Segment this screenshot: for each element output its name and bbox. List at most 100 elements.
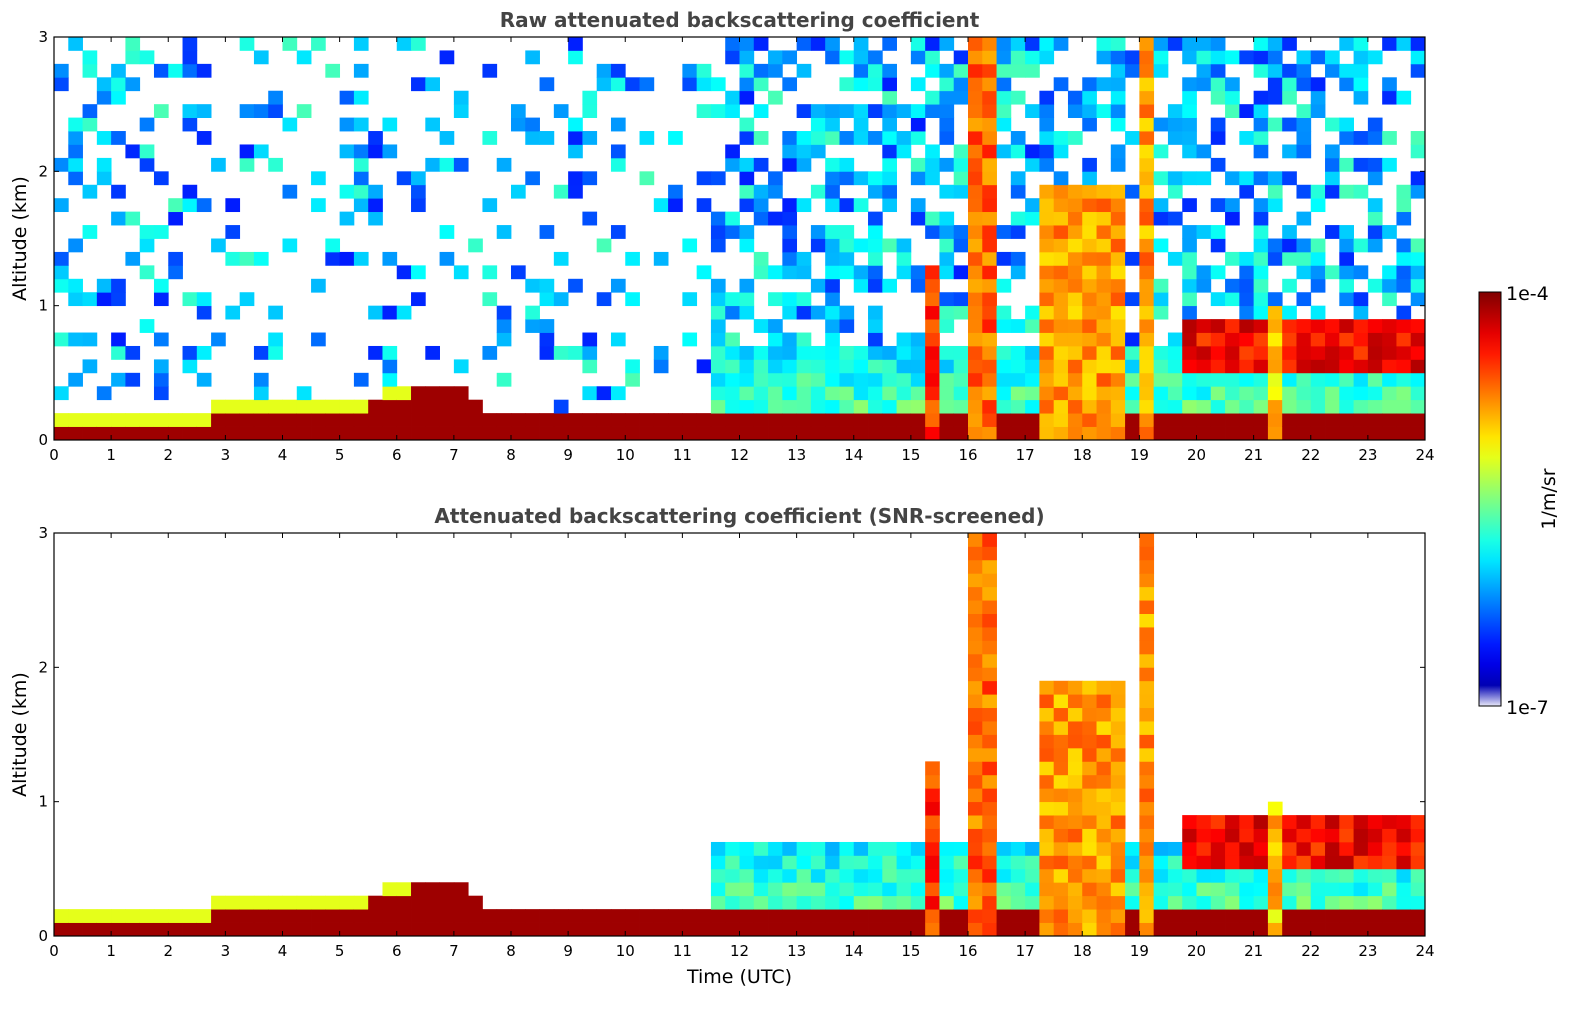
heatmap-cell — [1367, 868, 1383, 883]
heatmap-cell — [139, 265, 155, 280]
heatmap-cell — [1410, 922, 1426, 937]
heatmap-cell — [282, 426, 298, 441]
heatmap-cell — [1196, 895, 1212, 910]
heatmap-cell — [1053, 386, 1069, 401]
heatmap-cell — [54, 278, 69, 293]
heatmap-cell — [1096, 707, 1112, 722]
heatmap-cell — [782, 882, 798, 897]
heatmap-cell — [1253, 399, 1269, 414]
heatmap-cell — [1310, 841, 1326, 856]
heatmap-cell — [839, 305, 855, 320]
heatmap-cell — [1082, 77, 1097, 92]
heatmap-cell — [68, 372, 83, 387]
heatmap-cell — [1110, 386, 1126, 401]
heatmap-cell — [1367, 157, 1383, 172]
heatmap-cell — [910, 37, 926, 51]
heatmap-cell — [739, 63, 755, 78]
heatmap-cell — [1053, 144, 1069, 159]
heatmap-cell — [725, 895, 740, 910]
heatmap-cell — [368, 895, 383, 910]
heatmap-cell — [1225, 399, 1240, 414]
heatmap-cell — [710, 77, 726, 92]
heatmap-cell — [1082, 278, 1097, 293]
heatmap-cell — [1139, 104, 1155, 118]
heatmap-cell — [1310, 359, 1326, 374]
heatmap-cell — [196, 426, 212, 441]
heatmap-cell — [996, 426, 1012, 441]
heatmap-cell — [111, 345, 126, 360]
heatmap-cell — [653, 909, 669, 923]
heatmap-cell — [1339, 292, 1354, 307]
heatmap-cell — [825, 292, 840, 307]
heatmap-cell — [982, 653, 997, 668]
heatmap-cell — [868, 319, 883, 333]
heatmap-cell — [796, 292, 812, 307]
x-tick-label: 12 — [730, 446, 749, 464]
heatmap-cell — [996, 841, 1012, 856]
heatmap-cell — [568, 184, 583, 199]
heatmap-cell — [439, 386, 455, 401]
heatmap-cell — [925, 90, 940, 105]
heatmap-cell — [339, 251, 355, 266]
heatmap-cell — [1225, 332, 1240, 347]
heatmap-cell — [1282, 238, 1297, 253]
heatmap-cell — [596, 922, 612, 937]
heatmap-cell — [539, 319, 555, 333]
heatmap-cell — [968, 144, 983, 159]
heatmap-cell — [968, 828, 983, 843]
heatmap-cell — [1039, 144, 1055, 159]
heatmap-cell — [882, 909, 897, 923]
heatmap-cell — [1310, 251, 1326, 266]
heatmap-cell — [682, 909, 698, 923]
heatmap-cell — [225, 225, 241, 239]
heatmap-cell — [525, 305, 540, 320]
heatmap-cell — [1325, 372, 1340, 387]
heatmap-cell — [939, 117, 955, 132]
heatmap-cell — [1082, 386, 1097, 401]
heatmap-cell — [1382, 882, 1397, 897]
heatmap-cell — [968, 77, 983, 92]
heatmap-cell — [439, 882, 455, 897]
heatmap-cell — [1025, 359, 1040, 374]
heatmap-cell — [439, 251, 455, 266]
heatmap-cell — [1067, 332, 1083, 347]
heatmap-cell — [1267, 171, 1283, 186]
heatmap-cell — [1039, 372, 1055, 387]
heatmap-cell — [1253, 90, 1269, 105]
heatmap-cell — [211, 238, 226, 253]
heatmap-cell — [139, 426, 155, 441]
heatmap-cell — [539, 278, 555, 293]
heatmap-cell — [1382, 77, 1397, 92]
heatmap-cell — [910, 386, 926, 401]
heatmap-cell — [1053, 788, 1069, 803]
heatmap-cell — [1382, 319, 1397, 333]
heatmap-cell — [311, 922, 326, 937]
heatmap-cell — [925, 882, 940, 897]
heatmap-cell — [1139, 319, 1155, 333]
heatmap-cell — [810, 841, 826, 856]
heatmap-cell — [111, 332, 126, 347]
heatmap-cell — [1096, 747, 1112, 762]
heatmap-cell — [1396, 841, 1412, 856]
heatmap-cell — [896, 251, 912, 266]
heatmap-cell — [925, 855, 940, 870]
heatmap-cell — [296, 399, 312, 414]
heatmap-cell — [1139, 707, 1155, 722]
heatmap-cell — [1139, 211, 1155, 226]
heatmap-cell — [753, 868, 769, 883]
heatmap-cell — [996, 868, 1012, 883]
heatmap-cell — [1253, 251, 1269, 266]
heatmap-cell — [953, 77, 969, 92]
heatmap-cell — [1210, 198, 1226, 213]
heatmap-cell — [1139, 546, 1155, 561]
heatmap-cell — [953, 184, 969, 199]
heatmap-cell — [325, 251, 341, 266]
heatmap-cell — [1067, 707, 1083, 722]
heatmap-cell — [953, 238, 969, 253]
heatmap-cells — [54, 37, 1426, 441]
heatmap-cell — [968, 426, 983, 441]
heatmap-cell — [339, 909, 355, 923]
heatmap-cell — [1267, 841, 1283, 856]
heatmap-cell — [896, 345, 912, 360]
heatmap-cell — [1267, 828, 1283, 843]
